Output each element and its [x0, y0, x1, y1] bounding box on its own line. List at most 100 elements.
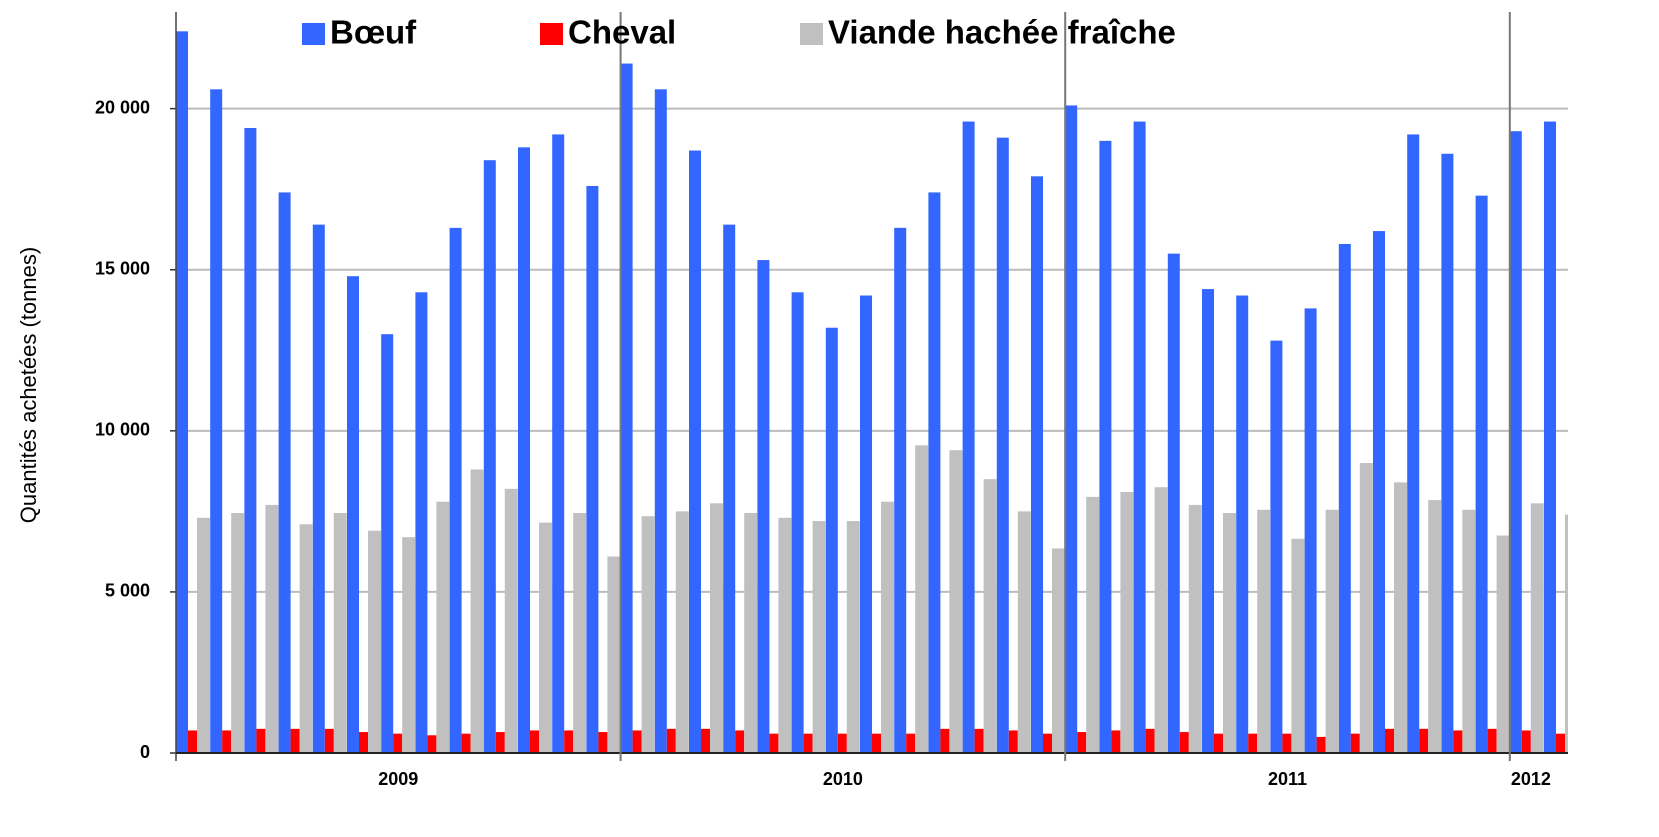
y-tick-label: 20 000 — [95, 97, 150, 117]
bar — [1167, 253, 1180, 753]
bar — [641, 516, 655, 753]
bar — [368, 530, 381, 753]
y-tick-label: 0 — [140, 742, 150, 762]
bar — [1316, 736, 1326, 753]
bar — [1530, 503, 1544, 753]
bar — [872, 733, 881, 753]
bar — [470, 469, 484, 753]
bar — [812, 521, 826, 753]
bar — [197, 517, 210, 753]
bar — [552, 134, 565, 753]
bar — [1043, 733, 1052, 753]
bar — [1521, 730, 1531, 753]
bar — [757, 260, 770, 753]
bar — [598, 732, 608, 753]
bar — [974, 728, 984, 753]
bar — [1145, 728, 1155, 753]
bar — [299, 524, 313, 753]
legend-label: Bœuf — [330, 14, 417, 51]
bar — [666, 728, 676, 753]
bar — [1487, 728, 1497, 753]
bar — [449, 227, 462, 754]
bar — [436, 501, 450, 753]
bar — [1133, 121, 1146, 754]
bar — [881, 501, 894, 753]
bar — [1428, 500, 1442, 753]
x-tick-label: 2009 — [378, 769, 418, 789]
legend-swatch — [800, 23, 823, 45]
x-tick-label: 2012 — [1511, 769, 1551, 789]
bar — [607, 556, 621, 753]
y-axis-label: Quantités achetées (tonnes) — [16, 247, 41, 523]
bar — [278, 192, 291, 754]
bar — [427, 735, 437, 753]
bar — [586, 185, 599, 754]
bar — [222, 730, 232, 753]
bar — [701, 728, 710, 753]
bar — [495, 732, 505, 753]
bar — [1223, 512, 1236, 753]
bar — [915, 445, 929, 753]
bar — [518, 147, 530, 753]
bar — [1236, 295, 1249, 753]
bar — [825, 327, 838, 753]
bar — [983, 479, 997, 753]
bar — [188, 730, 197, 753]
bar — [324, 728, 334, 753]
bar — [1214, 733, 1223, 753]
bar — [940, 728, 950, 753]
bar — [1008, 730, 1018, 753]
bar — [483, 160, 496, 753]
bar — [1385, 728, 1394, 753]
bar — [1565, 514, 1568, 753]
bar — [564, 730, 574, 753]
bar — [689, 150, 701, 753]
bar — [176, 31, 188, 753]
y-tick-label: 15 000 — [95, 258, 150, 278]
bar — [1031, 176, 1043, 753]
bar — [265, 504, 279, 753]
bar — [1373, 231, 1385, 754]
bar — [1282, 733, 1292, 753]
bar — [1556, 733, 1565, 753]
bar — [1338, 243, 1351, 753]
y-tick-label: 10 000 — [95, 420, 150, 440]
bar — [244, 127, 257, 753]
bar — [1304, 308, 1317, 753]
bar — [769, 733, 779, 753]
bar — [949, 450, 963, 753]
bar — [1202, 289, 1214, 753]
bar — [530, 730, 539, 753]
bar — [393, 733, 403, 753]
bar — [928, 192, 941, 754]
bar — [359, 732, 368, 753]
bar — [1462, 509, 1476, 753]
bar — [231, 512, 245, 753]
bar — [996, 137, 1009, 753]
bar — [1359, 463, 1373, 753]
bar — [1017, 511, 1031, 753]
bar — [723, 224, 736, 754]
legend-swatch — [302, 23, 325, 45]
legend-label: Cheval — [568, 14, 676, 51]
bar — [1179, 732, 1189, 753]
bar — [539, 522, 552, 753]
bar — [256, 728, 266, 753]
bar — [803, 733, 813, 753]
bar — [620, 63, 633, 753]
bar — [846, 521, 860, 753]
bar — [962, 121, 975, 754]
bar — [632, 730, 642, 753]
bar — [1257, 509, 1271, 753]
bar — [461, 733, 471, 753]
bar — [1065, 105, 1078, 754]
bar — [1453, 730, 1463, 753]
legend-label: Viande hachée fraîche — [828, 14, 1176, 51]
bar — [1325, 509, 1339, 753]
bar — [1099, 140, 1112, 753]
legend-swatch — [540, 23, 563, 45]
bar — [791, 292, 804, 753]
y-tick-label: 5 000 — [105, 581, 150, 601]
bar — [504, 488, 518, 753]
